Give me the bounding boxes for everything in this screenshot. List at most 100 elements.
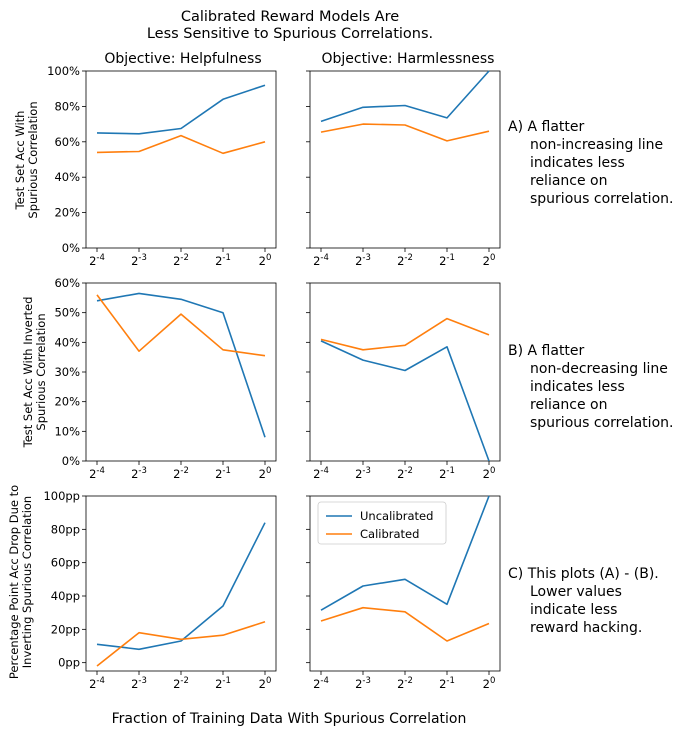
x-tick-label: 2-2	[173, 676, 189, 691]
plot-frame	[85, 282, 277, 462]
y-tick-label: 60%	[54, 276, 80, 290]
x-tick-label: 2-2	[173, 466, 189, 481]
legend-label: Calibrated	[360, 527, 419, 541]
x-tick-label: 2-2	[397, 253, 413, 268]
annotation-a-line4: reliance on	[530, 173, 608, 189]
row-ylabel-c: Percentage Point Acc Drop Due to Inverti…	[7, 485, 34, 679]
ylabel-a-line1: Test Set Acc With	[13, 111, 27, 211]
y-tick-label: 20pp	[51, 622, 80, 636]
ylabel-a-line2: Spurious Correlation	[26, 101, 40, 218]
series-line-calibrated	[96, 134, 266, 155]
x-tick-label: 2-4	[89, 676, 105, 691]
x-tick-label: 2-1	[215, 253, 231, 268]
series-line-calibrated	[320, 123, 490, 142]
series-line-calibrated	[320, 606, 490, 642]
annotation-a-line1: A) A flatter	[508, 119, 585, 135]
figure-title-line1: Calibrated Reward Models Are	[181, 9, 399, 25]
x-tick-label: 2-2	[173, 253, 189, 268]
series-line-uncalibrated	[320, 340, 490, 462]
legend: Uncalibrated Calibrated	[317, 501, 447, 545]
x-tick-label: 20	[259, 466, 272, 481]
y-tick-label: 10%	[54, 424, 80, 438]
x-tick-label: 2-4	[313, 676, 329, 691]
annotation-c-line2: Lower values	[530, 584, 622, 600]
x-tick-label: 20	[483, 253, 496, 268]
ylabel-b-line1: Test Set Acc With Inverted	[21, 297, 35, 449]
annotation-b-line4: reliance on	[530, 397, 608, 413]
annotation-b-line5: spurious correlation.	[530, 415, 673, 431]
x-tick-label: 2-1	[439, 253, 455, 268]
y-tick-label: 40%	[54, 335, 80, 349]
ylabel-c-line1: Percentage Point Acc Drop Due to	[7, 485, 21, 679]
x-tick-label: 2-3	[355, 466, 371, 481]
annotation-b-line3: indicates less	[530, 379, 625, 395]
annotation-a-line2: non-increasing line	[530, 137, 663, 153]
annotation-a: A) A flatter non-increasing line indicat…	[508, 119, 673, 207]
panel-0-1: 2-4 2-3 2-2 2-1 20	[306, 70, 501, 268]
y-tick-label: 100%	[47, 64, 80, 78]
x-axis-label: Fraction of Training Data With Spurious …	[112, 711, 467, 727]
y-tick-label: 50%	[54, 306, 80, 320]
y-tick-label: 100pp	[43, 489, 80, 503]
y-tick-label: 20%	[54, 395, 80, 409]
x-tick-label: 2-4	[89, 466, 105, 481]
ylabel-c-line2: Inverting Spurious Correlation	[20, 496, 34, 668]
row-ylabel-a: Test Set Acc With Spurious Correlation	[13, 101, 40, 218]
x-tick-label: 2-2	[397, 676, 413, 691]
col-title-helpfulness: Objective: Helpfulness	[104, 51, 261, 67]
figure-title-line2: Less Sensitive to Spurious Correlations.	[147, 26, 433, 42]
annotation-c-line4: reward hacking.	[530, 620, 642, 636]
x-tick-label: 2-4	[89, 253, 105, 268]
series-line-uncalibrated	[320, 495, 490, 611]
annotation-a-line3: indicates less	[530, 155, 625, 171]
panels: 0%20%40%60%80%100%2-4 2-3 2-2 2-1 20 2-4 2-3 2-…	[43, 64, 501, 691]
x-tick-label: 2-1	[439, 676, 455, 691]
plot-frame	[85, 495, 277, 672]
y-tick-label: 20%	[54, 206, 80, 220]
panel-1-0: 0% 10% 20% 30% 40% 50% 60% 2-4 2-3 2-2 2-1 20	[54, 276, 277, 481]
ylabel-b-line2: Spurious Correlation	[34, 313, 48, 430]
y-tick-label: 0%	[62, 241, 80, 255]
y-tick-label: 0pp	[58, 656, 80, 670]
panel-2-0: 0pp 20pp 40pp 60pp 80pp 100pp 2-4 2-3 2-2 2-1 20	[43, 489, 277, 691]
x-tick-label: 2-1	[215, 466, 231, 481]
x-tick-label: 2-3	[355, 253, 371, 268]
annotation-c-line1: C) This plots (A) - (B).	[508, 566, 659, 582]
x-tick-label: 20	[483, 676, 496, 691]
panel-0-0: 0% 20% 40% 60% 80% 100% 2-4 2-3 2-2 2-1 20	[47, 64, 277, 268]
series-line-uncalibrated	[96, 84, 266, 135]
annotation-c-line3: indicate less	[530, 602, 617, 618]
annotation-c: C) This plots (A) - (B). Lower values in…	[508, 566, 659, 636]
x-tick-label: 20	[483, 466, 496, 481]
x-tick-label: 2-1	[439, 466, 455, 481]
y-tick-label: 80%	[54, 99, 80, 113]
annotation-b-line2: non-decreasing line	[530, 361, 668, 377]
series-line-calibrated	[320, 317, 490, 351]
panel-1-1: 2-4 2-3 2-2 2-1 20	[306, 282, 501, 481]
y-tick-label: 60pp	[51, 556, 80, 570]
row-ylabel-b: Test Set Acc With Inverted Spurious Corr…	[21, 297, 48, 449]
x-tick-label: 2-4	[313, 253, 329, 268]
annotation-b: B) A flatter non-decreasing line indicat…	[508, 343, 673, 431]
plot-frame	[309, 70, 501, 249]
col-title-harmlessness: Objective: Harmlessness	[322, 51, 495, 67]
plot-frame	[309, 282, 501, 462]
x-tick-label: 20	[259, 676, 272, 691]
series-line-uncalibrated	[96, 292, 266, 438]
x-tick-label: 2-3	[131, 253, 147, 268]
series-line-uncalibrated	[96, 522, 266, 651]
annotation-a-line5: spurious correlation.	[530, 191, 673, 207]
plot-frame	[85, 70, 277, 249]
y-tick-label: 40pp	[51, 589, 80, 603]
y-tick-label: 30%	[54, 365, 80, 379]
series-line-calibrated	[96, 294, 266, 357]
series-line-uncalibrated	[320, 70, 490, 123]
x-tick-label: 2-4	[313, 466, 329, 481]
x-tick-label: 2-1	[215, 676, 231, 691]
y-tick-label: 60%	[54, 135, 80, 149]
x-tick-label: 2-3	[131, 466, 147, 481]
y-tick-label: 40%	[54, 170, 80, 184]
legend-label: Uncalibrated	[360, 509, 433, 523]
y-tick-label: 80pp	[51, 522, 80, 536]
